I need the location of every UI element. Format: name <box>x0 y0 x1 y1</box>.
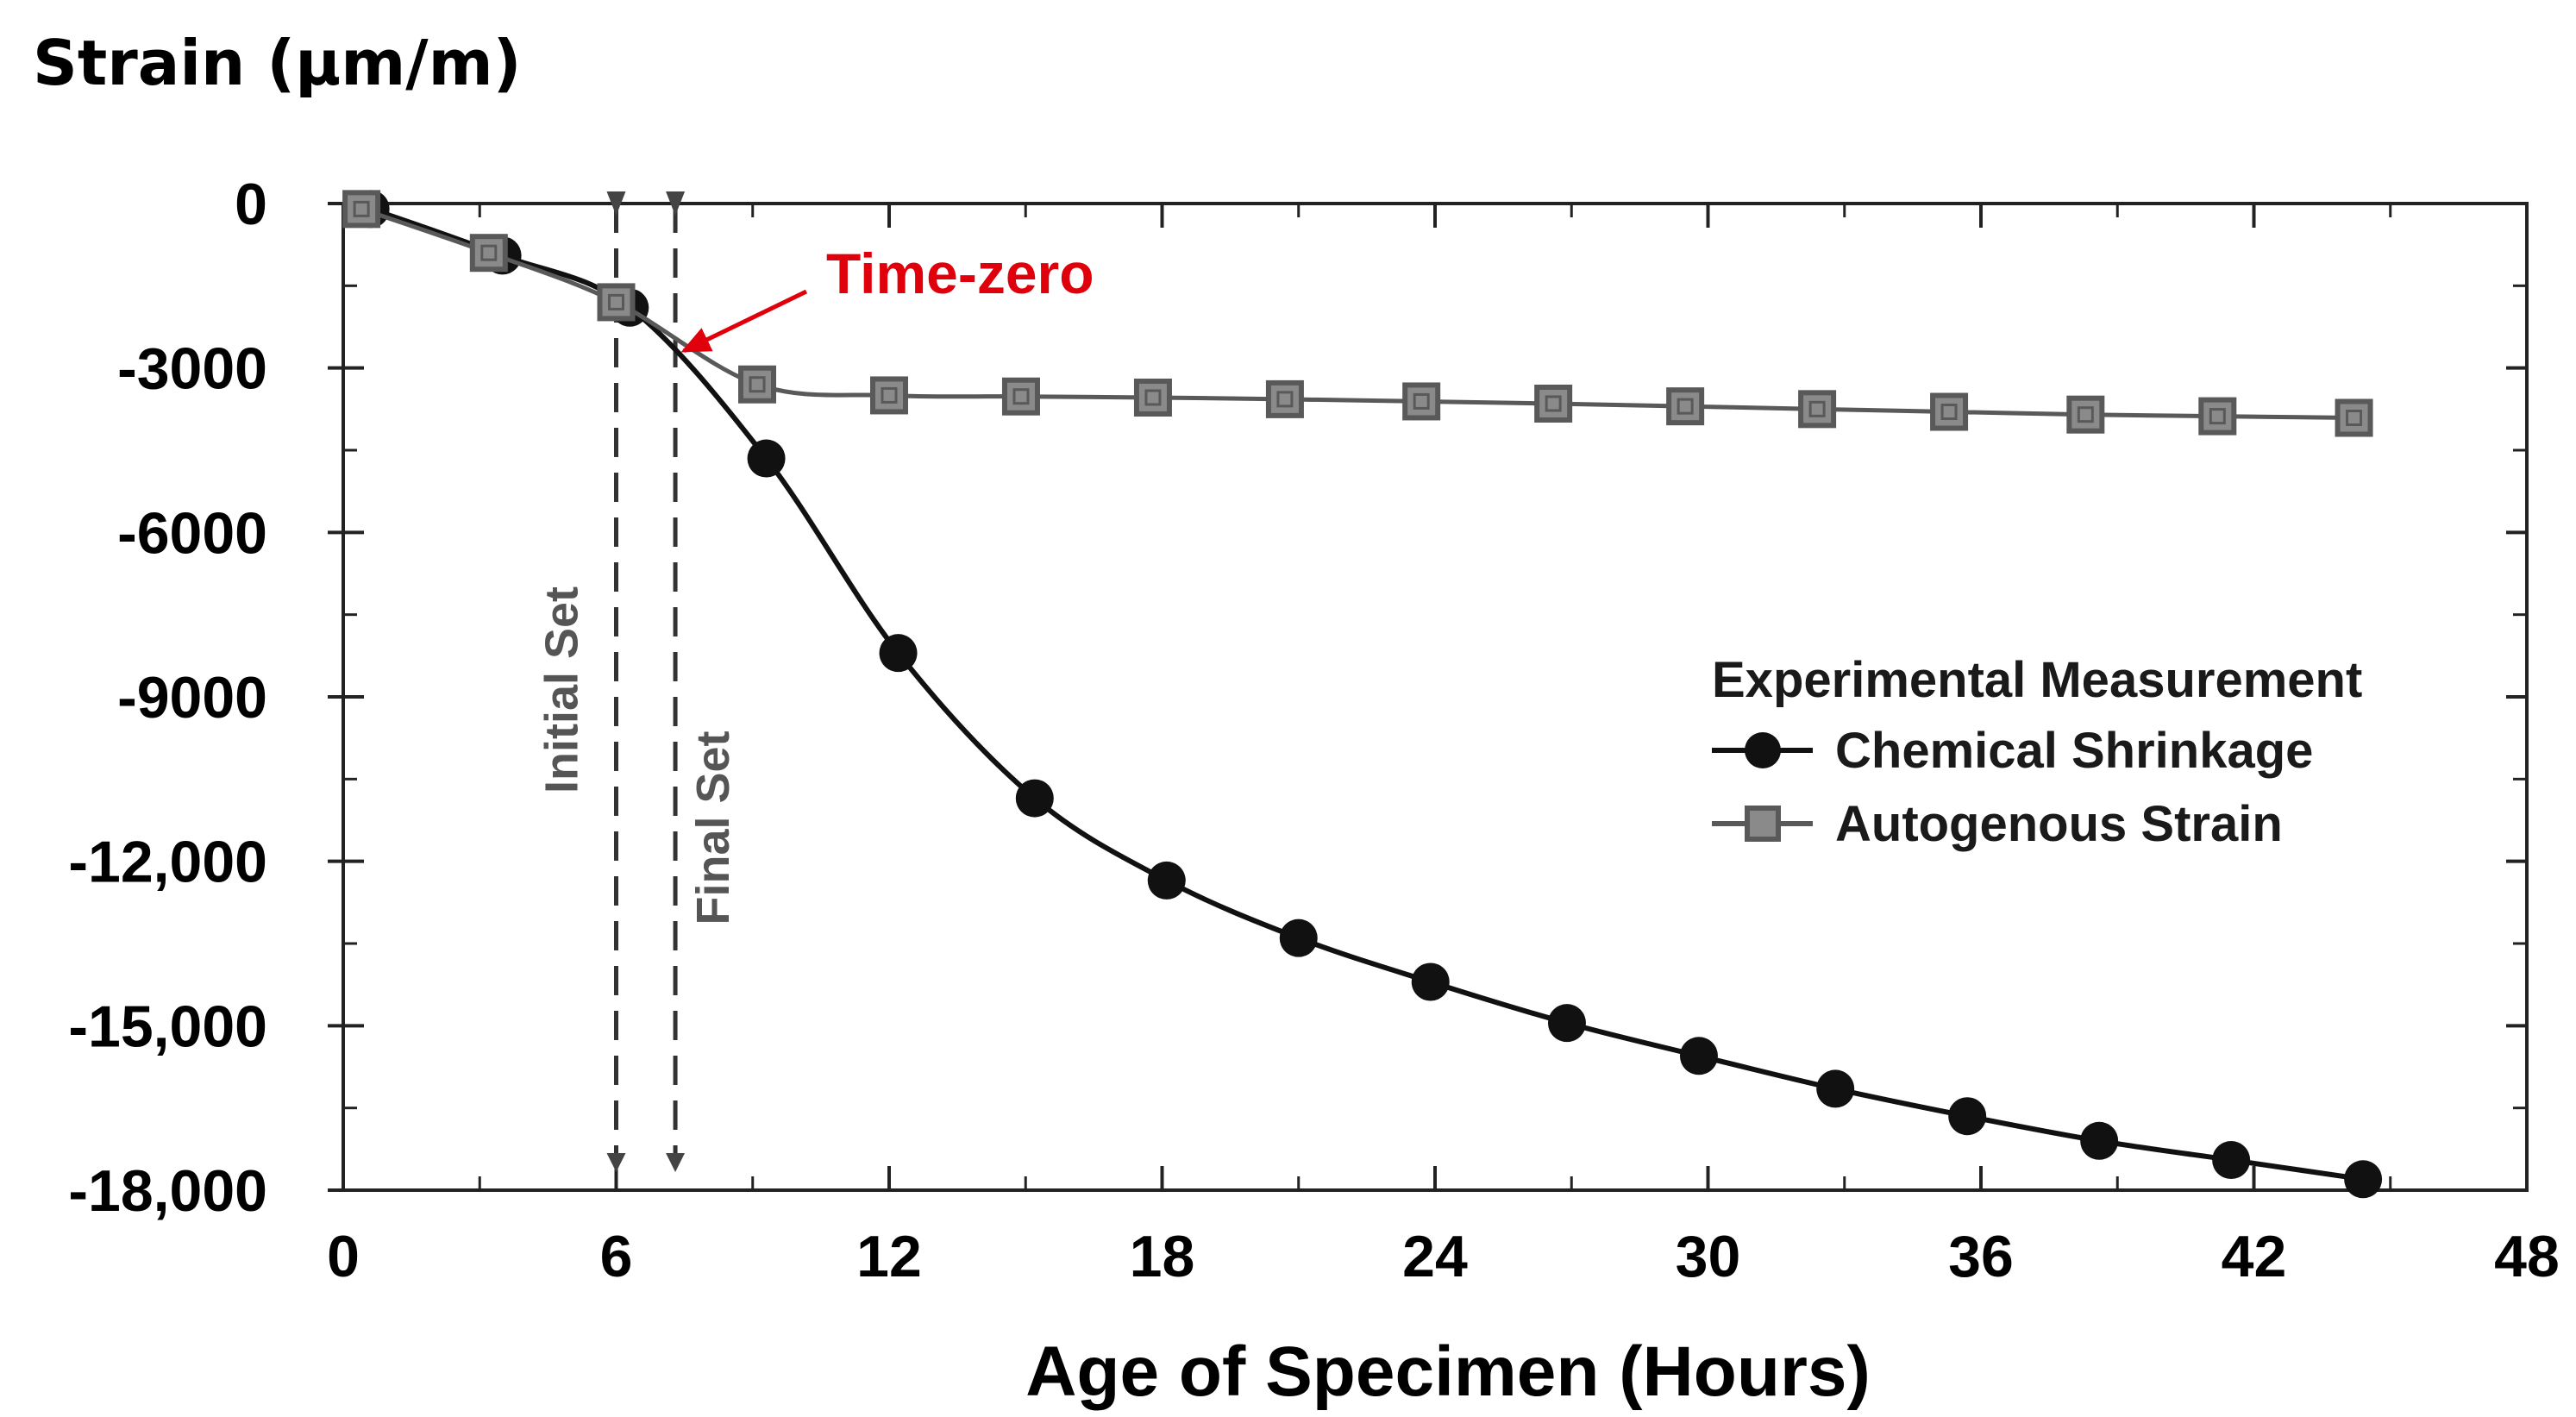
y-tick-label: -15,000 <box>68 994 267 1059</box>
x-tick-label: 42 <box>2222 1224 2287 1289</box>
autogenous-marker-outer <box>870 376 908 415</box>
autogenous-marker-outer <box>1402 382 1441 421</box>
autogenous-strain-point <box>469 234 508 273</box>
autogenous-marker-inner <box>1545 395 1562 412</box>
autogenous-strain-point <box>738 365 777 404</box>
autogenous-marker-outer <box>1265 379 1304 418</box>
autogenous-marker-inner <box>2209 408 2226 425</box>
chemical-shrinkage-point <box>1816 1069 1855 1108</box>
autogenous-marker-inner <box>608 293 624 310</box>
y-tick-label: -6000 <box>117 500 267 566</box>
autogenous-strain-point <box>1133 378 1172 417</box>
legend: Experimental Measurement Chemical Shrinka… <box>1712 652 2362 852</box>
autogenous-strain-point <box>1402 382 1441 421</box>
autogenous-marker-inner <box>2346 410 2363 427</box>
y-tick-label: -3000 <box>117 336 267 402</box>
autogenous-marker-outer <box>597 283 636 322</box>
autogenous-marker-outer <box>1534 384 1573 423</box>
set-line-top-arrow <box>666 191 686 216</box>
x-tick-label: 6 <box>600 1224 633 1289</box>
y-axis-label: Strain (µm/m) <box>33 27 522 99</box>
autogenous-strain-point <box>2198 397 2237 436</box>
chemical-shrinkage-point <box>1015 779 1054 818</box>
autogenous-marker-inner <box>1940 404 1958 421</box>
chemical-shrinkage-point <box>2080 1121 2119 1160</box>
autogenous-strain-point <box>1930 392 1969 431</box>
legend-square-marker <box>1745 806 1781 842</box>
autogenous-marker-inner <box>1413 392 1430 410</box>
y-tick-label: 0 <box>235 172 267 237</box>
autogenous-marker-outer <box>1798 390 1837 429</box>
x-tick-label: 36 <box>1948 1224 2014 1289</box>
autogenous-marker-inner <box>1144 389 1162 406</box>
autogenous-strain-point <box>870 376 908 415</box>
autogenous-marker-outer <box>2066 395 2105 434</box>
chemical-shrinkage-point <box>1679 1037 1718 1075</box>
autogenous-marker-outer <box>2335 398 2373 437</box>
autogenous-strain-point <box>1666 387 1705 426</box>
autogenous-marker-outer <box>738 365 777 404</box>
time-zero-arrow <box>680 289 808 354</box>
autogenous-marker-outer <box>1930 392 1969 431</box>
autogenous-marker-outer <box>1133 378 1172 417</box>
initial-set-label: Initial Set <box>536 586 588 793</box>
autogenous-strain-point <box>2066 395 2105 434</box>
y-tick-label: -12,000 <box>68 830 267 895</box>
x-tick-label: 48 <box>2494 1224 2560 1289</box>
autogenous-strain-point <box>2335 398 2373 437</box>
chemical-shrinkage-point <box>1411 962 1450 1001</box>
autogenous-marker-outer <box>342 190 381 229</box>
chemical-shrinkage-point <box>1147 861 1186 900</box>
autogenous-marker-inner <box>353 200 370 217</box>
autogenous-marker-inner <box>1808 400 1826 417</box>
time-zero-label: Time-zero <box>826 241 1094 305</box>
x-tick-label: 18 <box>1130 1224 1195 1289</box>
autogenous-marker-outer <box>469 234 508 273</box>
x-axis-label: Age of Specimen (Hours) <box>1025 1332 1871 1411</box>
chemical-shrinkage-point <box>2212 1141 2251 1180</box>
autogenous-marker-inner <box>1276 391 1294 408</box>
chemical-shrinkage-point <box>747 439 786 478</box>
autogenous-marker-outer <box>1666 387 1705 426</box>
y-tick-label: -9000 <box>117 665 267 730</box>
autogenous-strain-point <box>1001 377 1040 416</box>
legend-entry: Chemical Shrinkage <box>1835 723 2313 779</box>
x-tick-label: 12 <box>856 1224 922 1289</box>
autogenous-marker-outer <box>1001 377 1040 416</box>
autogenous-marker-inner <box>2077 406 2094 423</box>
set-line-top-arrow <box>606 191 626 216</box>
x-tick-label: 0 <box>327 1224 360 1289</box>
x-tick-label: 24 <box>1402 1224 1468 1289</box>
y-tick-label: -18,000 <box>68 1158 267 1224</box>
autogenous-marker-inner <box>1012 388 1030 405</box>
chemical-shrinkage-point <box>2344 1160 2383 1199</box>
autogenous-strain-point <box>1798 390 1837 429</box>
autogenous-strain-point <box>1265 379 1304 418</box>
autogenous-marker-inner <box>1677 398 1694 415</box>
autogenous-strain-point <box>1534 384 1573 423</box>
chemical-shrinkage-point <box>1948 1097 1987 1136</box>
legend-circle-marker <box>1745 732 1781 768</box>
x-tick-label: 30 <box>1676 1224 1741 1289</box>
final-set-label: Final Set <box>687 730 739 925</box>
autogenous-strain-point <box>342 190 381 229</box>
autogenous-strain-point <box>597 283 636 322</box>
autogenous-marker-inner <box>881 386 898 404</box>
autogenous-marker-inner <box>480 244 498 261</box>
autogenous-marker-inner <box>749 376 766 393</box>
legend-entry: Autogenous Strain <box>1835 796 2283 852</box>
chemical-shrinkage-point <box>1547 1004 1586 1043</box>
chemical-shrinkage-point <box>1279 919 1318 957</box>
chemical-shrinkage-point <box>879 634 918 673</box>
plot-area: 0 6 12 18 24 30 36 42 48 0 -3000 -6000 -9000 -12,000 -… <box>33 27 2560 1411</box>
autogenous-marker-outer <box>2198 397 2237 436</box>
legend-title: Experimental Measurement <box>1712 652 2362 708</box>
